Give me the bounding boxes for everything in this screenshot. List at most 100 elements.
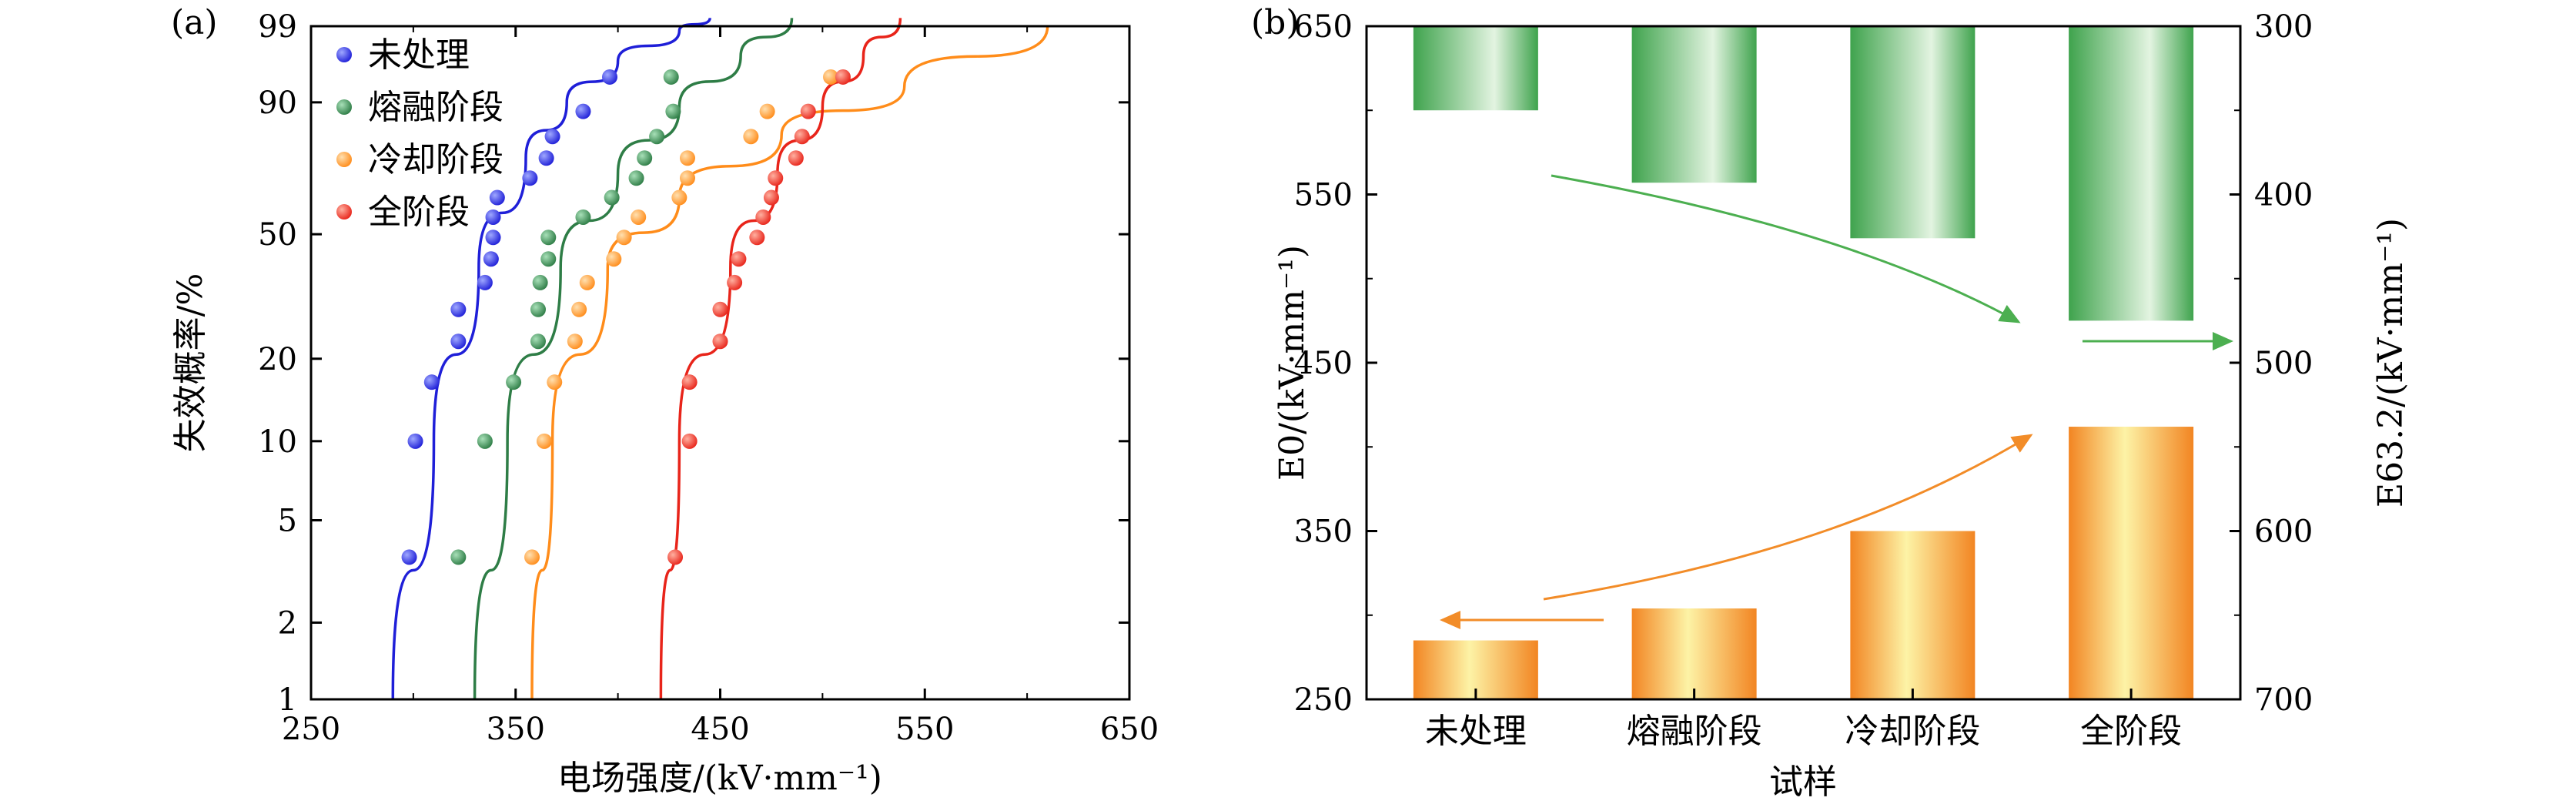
data-point <box>794 129 810 145</box>
right-tick-label: 400 <box>2254 178 2313 213</box>
x-tick-label: 650 <box>1100 712 1159 747</box>
right-tick-label: 500 <box>2254 346 2313 381</box>
panel-a-weibull-plot: (a) 250 350 450 550 650 1 2 5 10 20 50 90 99 电场强度/(… <box>171 3 1159 798</box>
data-point <box>524 549 540 565</box>
panel-a-label: (a) <box>171 3 218 42</box>
right-tick-label: 600 <box>2254 514 2313 550</box>
legend-label: 冷却阶段 <box>368 140 503 179</box>
x-tick-label: 450 <box>691 712 749 747</box>
fit-curve-1 <box>391 18 711 700</box>
data-point <box>530 301 546 317</box>
data-point <box>800 103 816 119</box>
left-axis-title: E0/(kV·mm⁻¹) <box>1273 245 1312 481</box>
bar-e63 <box>2069 26 2194 321</box>
y-tick-label: 5 <box>278 504 297 539</box>
data-point <box>768 170 784 186</box>
left-axis-ticks: 250 350 450 550 650 <box>1294 9 1377 718</box>
data-point <box>712 333 728 350</box>
data-point <box>450 333 467 350</box>
data-point <box>681 374 698 390</box>
category-label: 未处理 <box>1425 712 1527 751</box>
orange-trend-arrow <box>1543 434 2033 601</box>
bar-e63 <box>1850 26 1975 239</box>
data-point <box>544 129 560 145</box>
bar-e63 <box>1631 26 1757 183</box>
left-tick-label: 350 <box>1294 514 1353 550</box>
legend-marker <box>336 99 352 115</box>
data-point <box>575 103 591 119</box>
legend-marker <box>336 204 352 220</box>
data-point <box>423 374 440 390</box>
data-point <box>835 69 851 85</box>
data-point <box>665 103 681 119</box>
data-point <box>667 549 684 565</box>
data-point <box>530 333 546 350</box>
category-label: 冷却阶段 <box>1845 712 1980 751</box>
data-point <box>547 374 563 390</box>
y-tick-label: 10 <box>258 424 297 460</box>
data-point <box>489 189 505 206</box>
data-point <box>749 230 765 246</box>
bar-e0 <box>1850 531 1975 699</box>
fit-curve-2 <box>473 18 794 700</box>
fit-curve-3 <box>530 25 1049 700</box>
x-axis-categories: 未处理 熔融阶段 冷却阶段 全阶段 <box>1425 689 2182 751</box>
data-point <box>532 274 548 290</box>
left-tick-label: 450 <box>1294 346 1353 381</box>
data-point <box>579 274 595 290</box>
x-axis-ticks: 250 350 450 550 650 <box>282 26 1159 747</box>
right-axis-ticks: 700 600 500 400 300 <box>2230 9 2313 718</box>
bars <box>1413 26 2194 699</box>
trend-arrows <box>1440 174 2233 629</box>
data-point <box>679 150 695 166</box>
data-point <box>823 69 839 85</box>
data-point <box>477 274 493 290</box>
data-point <box>567 333 583 350</box>
data-point <box>540 251 557 267</box>
data-point <box>616 230 632 246</box>
data-point <box>506 374 522 390</box>
data-point <box>681 433 698 449</box>
data-point <box>604 189 620 206</box>
data-point <box>483 251 499 267</box>
x-axis-title: 电场强度/(kV·mm⁻¹) <box>557 759 882 798</box>
right-tick-label: 700 <box>2254 682 2313 718</box>
data-point <box>631 209 647 225</box>
data-points <box>401 69 851 565</box>
x-axis-title: 试样 <box>1769 762 1837 802</box>
data-point <box>731 251 747 267</box>
data-point <box>536 433 552 449</box>
data-point <box>538 150 554 166</box>
data-point <box>755 209 771 225</box>
panel-b-bar-chart: (b) 250 350 450 550 650 700 600 500 400 300 未处理 熔… <box>1251 3 2410 802</box>
data-point <box>601 69 617 85</box>
y-tick-label: 99 <box>258 9 297 45</box>
y-axis-ticks: 1 2 5 10 20 50 90 99 <box>258 9 1129 718</box>
plot-a-frame <box>309 25 1131 701</box>
right-axis-title: E63.2/(kV·mm⁻¹) <box>2371 218 2410 508</box>
legend-label: 全阶段 <box>368 193 470 232</box>
data-point <box>679 170 695 186</box>
data-point <box>743 129 759 145</box>
data-point <box>485 230 501 246</box>
bar-e63 <box>1413 26 1538 111</box>
legend-marker <box>336 152 352 167</box>
data-point <box>606 251 622 267</box>
data-point <box>759 103 775 119</box>
legend-marker <box>336 47 352 62</box>
data-point <box>450 301 467 317</box>
data-point <box>477 433 493 449</box>
data-point <box>763 189 779 206</box>
left-tick-label: 250 <box>1294 682 1353 718</box>
data-point <box>575 209 591 225</box>
bar-e0 <box>1631 608 1757 699</box>
data-point <box>407 433 423 449</box>
panel-b-label: (b) <box>1251 3 1300 42</box>
data-point <box>522 170 538 186</box>
x-tick-label: 550 <box>895 712 954 747</box>
right-tick-label: 300 <box>2254 9 2313 45</box>
data-point <box>485 209 501 225</box>
y-axis-title: 失效概率/% <box>171 273 210 453</box>
